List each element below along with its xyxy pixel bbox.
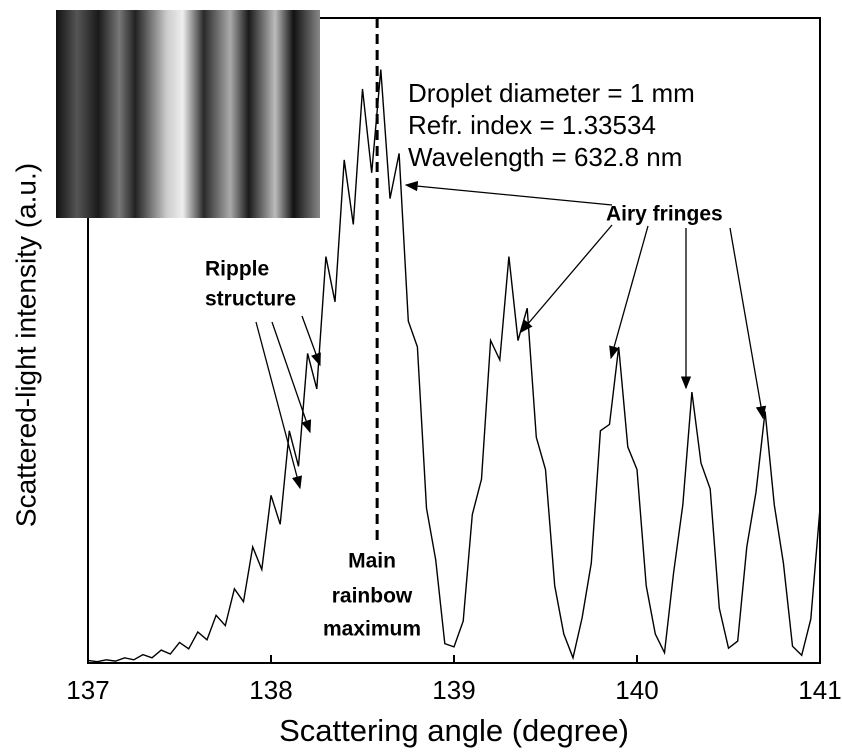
annotation: Refr. index = 1.33534 (408, 110, 656, 140)
intensity-line (87, 69, 821, 663)
annotation-arrows (255, 180, 767, 490)
annotation: Airy fringes (606, 203, 723, 226)
x-tick-label: 138 (249, 675, 292, 705)
fringe-image (56, 10, 320, 218)
x-axis-label: Scattering angle (degree) (279, 713, 629, 748)
x-tick-label: 139 (432, 675, 475, 705)
y-axis-label: Scattered-light intensity (a.u.) (10, 163, 41, 527)
annotation: Ripple (205, 258, 269, 281)
annotation: maximum (323, 618, 421, 641)
annotation: structure (205, 288, 296, 311)
annotation: Main (348, 550, 396, 573)
annotation: rainbow (332, 585, 413, 608)
annotation: Wavelength = 632.8 nm (408, 142, 682, 172)
x-tick-label: 137 (66, 675, 109, 705)
x-tick-label: 141 (798, 675, 841, 705)
x-tick-label: 140 (615, 675, 658, 705)
annotation: Droplet diameter = 1 mm (408, 78, 695, 108)
